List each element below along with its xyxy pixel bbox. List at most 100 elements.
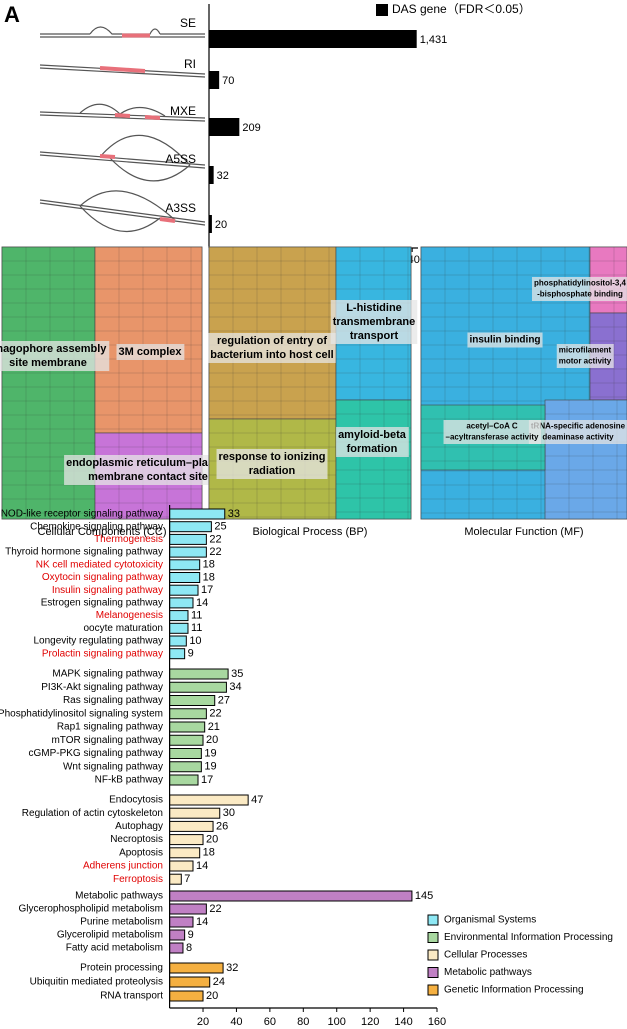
legend-swatch [427,949,439,961]
x-tick-label: 100 [328,1016,346,1028]
value-label: 33 [228,508,240,520]
bar [169,990,204,1002]
value-label: 21 [208,721,220,733]
category-label: Chemokine signaling pathway [30,521,163,532]
splicing-diagrams [39,26,206,232]
category-label: Glycerolipid metabolism [57,930,163,941]
treemap-region [544,399,627,520]
category-label: Glycerophospholipid metabolism [18,904,163,915]
bar [169,546,207,558]
bar [169,860,194,872]
value-label: 20 [215,219,227,231]
x-tick-label: 160 [428,1016,446,1028]
legend-label: Environmental Information Processing [444,932,613,943]
label-backdrop [216,449,328,479]
label-backdrop [531,277,627,301]
value-label: 20 [206,990,218,1002]
panel-label: A [4,2,20,27]
bar [209,166,214,184]
category-label: NF-kB pathway [95,775,163,786]
category-label: Longevity regulating pathway [33,636,163,647]
bar [169,559,201,571]
treemap-cells [336,400,411,519]
category-label: Melanogenesis [96,610,163,621]
x-tick-label: 80 [297,1016,309,1028]
value-label: 26 [216,820,228,832]
category-label: Ferroptosis [113,874,163,885]
category-label: Metabolic pathways [75,891,163,902]
value-label: 9 [188,929,194,941]
category-label: NK cell mediated cytotoxicity [36,559,163,570]
treemap-label: tRNA-specific adenosine [531,422,626,431]
treemap-title: Biological Process (BP) [253,526,368,538]
category-label: PI3K-Akt signaling pathway [41,682,163,693]
category-label: Estrogen signaling pathway [41,598,163,609]
category-label: Protein processing [80,963,163,974]
category-label: Ras signaling pathway [63,695,163,706]
label-backdrop [208,333,336,363]
category-label: oocyte maturation [84,623,164,634]
treemap-label: membrane contact site [88,471,208,483]
label-backdrop [467,332,543,348]
value-label: 27 [218,694,230,706]
category-label: cGMP-PKG signaling pathway [28,748,163,759]
legend-swatch [427,967,439,978]
category-label: SE [180,16,196,30]
legend-label: Metabolic pathways [444,967,532,978]
category-label: Endocytosis [109,795,163,806]
bar [169,761,202,773]
category-label: Adherens junction [83,861,163,872]
category-label: RI [184,57,196,71]
bar [169,668,229,680]
value-label: 14 [196,860,208,872]
bar [169,521,212,533]
value-label: 14 [196,597,208,609]
treemap-label: phagophore assembly [0,343,107,355]
value-label: 18 [203,847,215,859]
legend-label: DAS gene（FDR＜0.05） [392,2,531,16]
bar [169,572,201,583]
bar [169,834,204,846]
value-label: 14 [196,916,208,928]
value-label: 47 [251,794,263,806]
value-label: 20 [206,834,218,846]
label-backdrop [528,420,627,444]
category-label: Oxytocin signaling pathway [42,572,163,583]
bar [169,622,189,634]
category-label: Apoptosis [119,847,163,858]
value-label: 10 [189,635,201,647]
value-label: 145 [415,890,433,902]
value-label: 25 [214,521,226,533]
bar [169,807,221,819]
treemap-label: deaminase activity [542,433,614,442]
value-label: 9 [188,648,194,660]
value-label: 22 [209,708,221,720]
category-label: MAPK signaling pathway [52,669,163,680]
bar [169,635,187,647]
category-label: Fatty acid metabolism [66,943,163,954]
legend-label: Cellular Processes [444,950,527,961]
label-backdrop [0,341,110,371]
treemap-label: microfilament [559,346,612,355]
label-backdrop [556,344,614,368]
x-tick-label: 120 [361,1016,379,1028]
treemap-label: -bisphosphate binding [537,290,623,299]
x-tick-label: 140 [394,1016,412,1028]
treemap-title: Molecular Function (MF) [464,526,583,538]
category-label: Thermogenesis [94,534,163,545]
category-label: Autophagy [115,821,163,832]
treemap-label: 3M complex [119,346,183,358]
value-label: 34 [229,681,241,693]
x-tick-label: 60 [264,1016,276,1028]
value-label: 20 [206,734,218,746]
treemap-label: phosphatidylinositol-3,4 [534,279,627,288]
treemap-label: L-histidine [346,302,402,314]
legend-label: Genetic Information Processing [444,985,584,996]
treemap-label: motor activity [559,357,612,366]
bar [209,71,220,89]
treemap-label: endoplasmic reticulum–plasma [66,457,231,469]
bar [209,30,417,48]
treemap-label: transport [350,330,399,342]
legend-label: Organismal Systems [444,915,536,926]
